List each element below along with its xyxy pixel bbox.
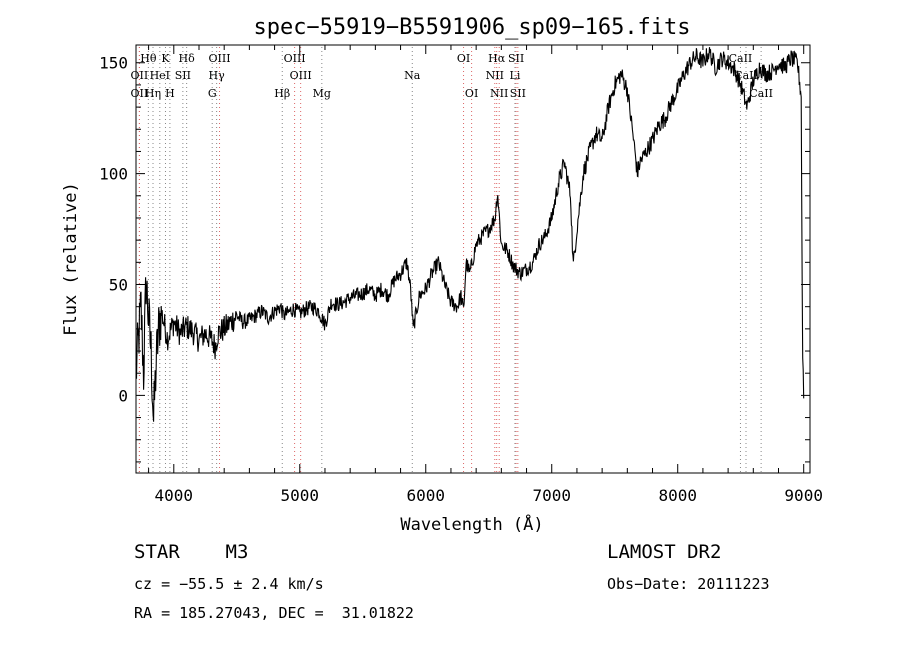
y-tick-label: 0 — [118, 386, 128, 405]
spectral-line-label: CaII — [734, 69, 758, 82]
spectral-line-label: SII — [508, 52, 524, 65]
spectral-line-label: Hδ — [179, 52, 196, 65]
x-axis-label: Wavelength (Å) — [400, 513, 543, 535]
spectral-line-label: Mg — [313, 87, 331, 100]
x-tick-label: 9000 — [784, 486, 823, 505]
x-axis: 4000 5000 6000 7000 8000 9000 — [148, 45, 823, 505]
spectral-line-label: NII — [486, 69, 504, 82]
spectral-line-label: H — [165, 87, 175, 100]
spectral-line-label: Hη — [145, 87, 161, 100]
spectral-line-label: G — [208, 87, 217, 100]
x-tick-label: 7000 — [532, 486, 571, 505]
spectral-line-label: OIII — [208, 52, 230, 65]
plot-frame — [135, 44, 811, 474]
spectral-line-label: OII — [131, 69, 149, 82]
spectral-line-label: SII — [510, 87, 526, 100]
y-axis-label: Flux (relative) — [61, 182, 81, 336]
spectral-line-label: CaII — [749, 87, 773, 100]
spectral-line-label: OIII — [290, 69, 312, 82]
chart-title: spec−55919−B5591906_sp09−165.fits — [253, 15, 690, 40]
x-tick-label: 6000 — [406, 486, 445, 505]
spectral-line-label: NII — [490, 87, 508, 100]
spectral-line-label: Na — [404, 69, 421, 82]
spectral-line-label: SII — [175, 69, 191, 82]
spectral-line-label: OI — [465, 87, 478, 100]
y-axis: 0 50 100 150 — [99, 54, 810, 463]
object-class: STAR M3 — [134, 541, 249, 563]
spectral-line-label: OII — [131, 87, 149, 100]
spectral-line-label: Hθ — [140, 52, 157, 65]
spectral-line-label: OI — [457, 52, 470, 65]
spectral-line-label: Hα — [488, 52, 506, 65]
x-tick-label: 8000 — [658, 486, 697, 505]
spectral-line-label: OIII — [284, 52, 306, 65]
x-tick-label: 5000 — [281, 486, 320, 505]
redshift-text: cz = −55.5 ± 2.4 km/s — [134, 575, 324, 593]
spectral-line-label: Hβ — [274, 87, 290, 100]
spectrum-series-line — [135, 47, 805, 422]
obs-date-text: Obs−Date: 20111223 — [607, 575, 770, 593]
survey-label: LAMOST DR2 — [607, 541, 722, 563]
spectral-line-label: Hγ — [209, 69, 226, 82]
y-tick-label: 50 — [109, 276, 128, 295]
y-tick-label: 100 — [99, 165, 128, 184]
spectral-line-label: Li — [510, 69, 521, 82]
spectral-line-label: HeI — [150, 69, 170, 82]
spectral-line-label: CaII — [729, 52, 753, 65]
x-tick-label: 4000 — [155, 486, 194, 505]
ra-dec-text: RA = 185.27043, DEC = 31.01822 — [134, 604, 414, 622]
spectral-line-label: K — [161, 52, 170, 65]
y-tick-label: 150 — [99, 54, 128, 73]
spectral-line-markers — [138, 47, 762, 473]
